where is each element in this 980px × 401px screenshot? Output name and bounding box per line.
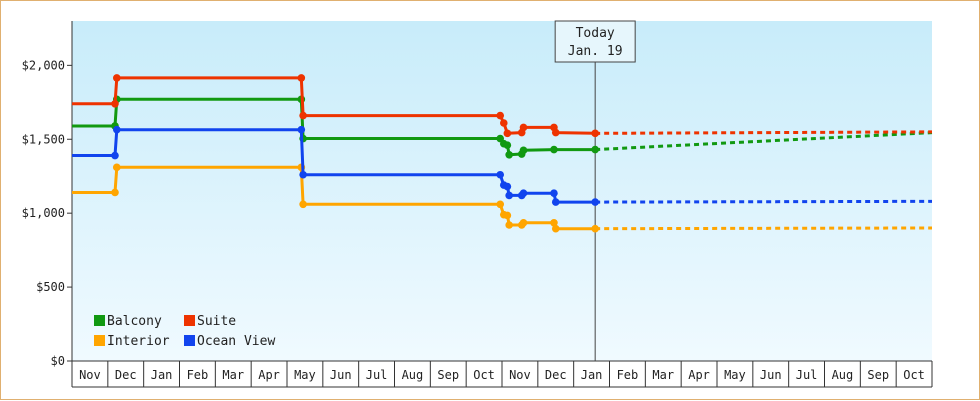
- x-tick-label: Mar: [652, 368, 674, 382]
- data-point: [505, 221, 513, 229]
- data-point: [551, 198, 560, 206]
- data-point: [111, 99, 119, 108]
- plot-area: [72, 21, 932, 361]
- data-point: [551, 128, 560, 137]
- data-point: [111, 151, 119, 160]
- x-tick-label: Feb: [617, 368, 639, 382]
- data-point: [550, 145, 558, 154]
- data-point: [499, 119, 508, 127]
- projection-line-interior: [595, 226, 933, 231]
- data-point: [299, 111, 307, 120]
- data-point: [503, 182, 512, 191]
- y-tick-label: $0: [51, 354, 65, 368]
- legend-swatch: [94, 335, 105, 346]
- x-tick-label: Jul: [796, 368, 818, 382]
- y-tick-label: $1,500: [22, 132, 65, 146]
- data-point: [112, 163, 121, 172]
- data-point: [299, 200, 307, 209]
- x-tick-label: Dec: [545, 368, 567, 382]
- data-point: [505, 191, 513, 200]
- data-point: [591, 198, 599, 206]
- x-tick-label: Jan: [151, 368, 173, 382]
- x-tick-label: Apr: [688, 368, 710, 382]
- data-point: [551, 224, 560, 233]
- x-tick-label: Apr: [258, 368, 280, 382]
- data-point: [519, 189, 528, 198]
- x-tick-label: Jan: [581, 368, 603, 382]
- data-point: [111, 188, 119, 197]
- data-point: [503, 129, 512, 138]
- projection-line-ocean-view: [595, 199, 933, 204]
- legend-label: Suite: [197, 314, 236, 329]
- data-point: [550, 218, 558, 227]
- today-box: [554, 20, 636, 63]
- x-tick-label: Dec: [115, 368, 137, 382]
- x-tick-label: Jun: [330, 368, 352, 382]
- x-tick-label: Oct: [903, 368, 925, 382]
- x-tick-label: May: [294, 368, 316, 382]
- data-point: [519, 146, 528, 155]
- data-point: [503, 211, 512, 220]
- data-point: [112, 74, 121, 82]
- data-point: [297, 74, 306, 82]
- x-tick-label: Jun: [760, 368, 782, 382]
- legend-swatch: [184, 315, 195, 326]
- legend-label: Balcony: [107, 314, 162, 329]
- legend: Balcony Suite Interior Ocean View: [94, 314, 275, 349]
- y-tick-label: $500: [36, 280, 65, 294]
- x-tick-label: Aug: [832, 368, 854, 382]
- today-date: Jan. 19: [568, 44, 623, 59]
- data-point: [299, 170, 307, 179]
- data-point: [519, 123, 528, 132]
- projection-line-suite: [595, 130, 933, 135]
- projection-line-balcony: [595, 131, 933, 152]
- today-label: Today: [576, 26, 615, 41]
- legend-swatch: [94, 315, 105, 326]
- x-tick-label: May: [724, 368, 746, 382]
- data-point: [505, 150, 513, 159]
- x-tick-label: Jul: [366, 368, 388, 382]
- legend-swatch: [184, 335, 195, 346]
- data-point: [297, 125, 306, 134]
- data-point: [519, 218, 528, 227]
- x-tick-label: Aug: [402, 368, 424, 382]
- x-tick-label: Sep: [867, 368, 889, 382]
- data-point: [496, 170, 505, 179]
- legend-label: Interior: [107, 334, 170, 349]
- x-tick-label: Nov: [79, 368, 101, 382]
- data-point: [550, 189, 558, 198]
- y-tick-label: $1,000: [22, 206, 65, 220]
- data-point: [112, 125, 121, 134]
- data-point: [591, 129, 599, 138]
- x-tick-label: Mar: [222, 368, 244, 382]
- x-tick-label: Feb: [187, 368, 209, 382]
- x-tick-label: Nov: [509, 368, 531, 382]
- data-point: [591, 224, 599, 233]
- data-point: [503, 141, 512, 149]
- data-point: [591, 145, 599, 154]
- data-point: [496, 111, 505, 120]
- x-tick-label: Oct: [473, 368, 495, 382]
- x-tick-label: Sep: [437, 368, 459, 382]
- data-point: [496, 200, 505, 209]
- legend-label: Ocean View: [197, 334, 275, 349]
- y-tick-label: $2,000: [22, 58, 65, 72]
